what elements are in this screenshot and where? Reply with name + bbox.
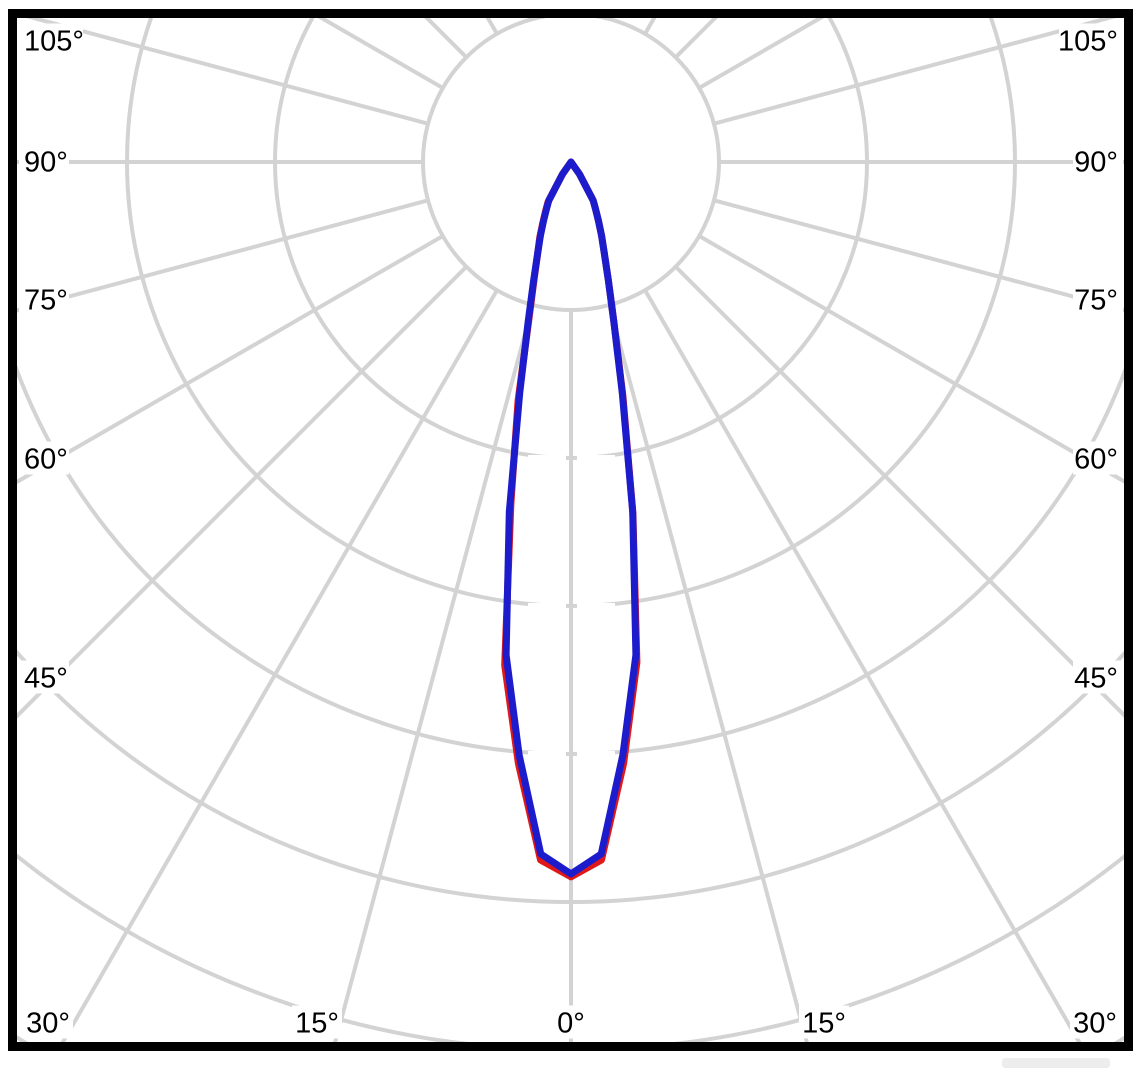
angle-label-box — [1073, 660, 1123, 694]
angle-label-box — [292, 1005, 342, 1039]
angle-label-box — [1073, 144, 1123, 178]
grid-radial-line — [713, 18, 1117, 126]
grid-radial-line — [607, 304, 809, 1042]
angle-tick-label: 45° — [24, 662, 68, 694]
grid-radial-line — [674, 265, 1124, 718]
faint-watermark — [1002, 1058, 1110, 1068]
angle-tick-label: 30° — [26, 1007, 70, 1039]
angle-label-box — [19, 441, 69, 475]
angle-tick-label: 15° — [802, 1007, 846, 1039]
blank-ring-value-box — [577, 455, 615, 474]
angle-tick-label: 105° — [24, 25, 84, 57]
angle-tick-label: 105° — [1058, 25, 1118, 57]
angle-tick-label: 90° — [1074, 146, 1118, 178]
angle-label-box — [1073, 441, 1123, 475]
blank-ring-value-box — [528, 455, 566, 474]
grid-radial-line — [333, 304, 535, 1042]
angle-label-box — [19, 144, 69, 178]
angle-tick-label: 60° — [1074, 443, 1118, 475]
angle-label-box — [1059, 23, 1123, 57]
angle-label-box — [1073, 282, 1123, 316]
blank-ring-value-box — [577, 751, 615, 770]
grid-radial-line — [713, 198, 1124, 313]
grid-radial-line — [60, 289, 499, 1042]
angle-tick-label: 0° — [557, 1007, 585, 1039]
blank-ring-value-box — [528, 751, 566, 770]
angle-tick-label: 60° — [24, 443, 68, 475]
angle-tick-label: 75° — [24, 284, 68, 316]
angle-label-box — [19, 23, 83, 57]
angle-label-box — [799, 1005, 849, 1039]
grid-radial-line — [17, 265, 468, 719]
angle-label-box — [546, 1005, 596, 1039]
blue-curve — [502, 158, 640, 878]
grid-radial-line — [17, 234, 444, 485]
angle-label-box — [19, 660, 69, 694]
blank-ring-value-box — [528, 603, 566, 622]
grid-radial-line — [643, 289, 1082, 1042]
angle-tick-label: 90° — [24, 146, 68, 178]
grid-radial-line — [698, 234, 1124, 484]
angle-label-box — [1070, 1005, 1120, 1039]
grid-radial-line — [25, 18, 429, 126]
blank-ring-value-box — [577, 603, 615, 622]
diagram-frame — [8, 9, 1133, 1051]
angle-tick-label: 45° — [1074, 662, 1118, 694]
angle-tick-label: 30° — [1073, 1007, 1117, 1039]
angle-tick-label: 75° — [1074, 284, 1118, 316]
grid-radial-line — [17, 198, 429, 313]
angle-label-box — [23, 1005, 73, 1039]
angle-tick-label: 15° — [295, 1007, 339, 1039]
angle-label-box — [19, 282, 69, 316]
